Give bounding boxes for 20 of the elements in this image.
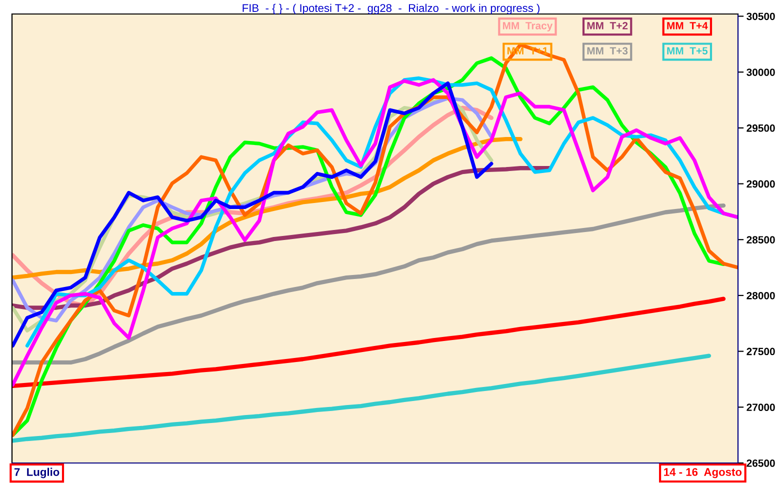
y-tick-label: 28000	[746, 292, 775, 300]
line-series	[12, 203, 726, 365]
chart-title: FIB - { } - ( Ipotesi T+2 - gg28 - Rialzo - work in progress )	[242, 4, 540, 14]
y-tick-label: 26500	[746, 460, 775, 467]
y-tick-label: 27500	[746, 348, 775, 356]
text: MM Tracy	[502, 22, 553, 32]
y-tick-label: 29000	[746, 180, 775, 188]
y-tick-label: 30500	[746, 12, 775, 20]
y-tick-label: 29500	[746, 124, 775, 132]
y-tick-label: 30000	[746, 68, 775, 76]
line-series	[12, 296, 726, 388]
text: 7 Luglio	[14, 468, 60, 478]
text: MM T+3	[587, 47, 628, 55]
text: MM T+2	[587, 22, 628, 30]
text: MM T+4	[667, 22, 708, 30]
text: 14 - 16 Agosto	[664, 468, 742, 478]
line-series	[12, 354, 712, 443]
text: MM T+5	[667, 47, 708, 55]
y-tick-label: 28500	[746, 236, 775, 244]
y-tick-label: 27000	[746, 404, 775, 412]
